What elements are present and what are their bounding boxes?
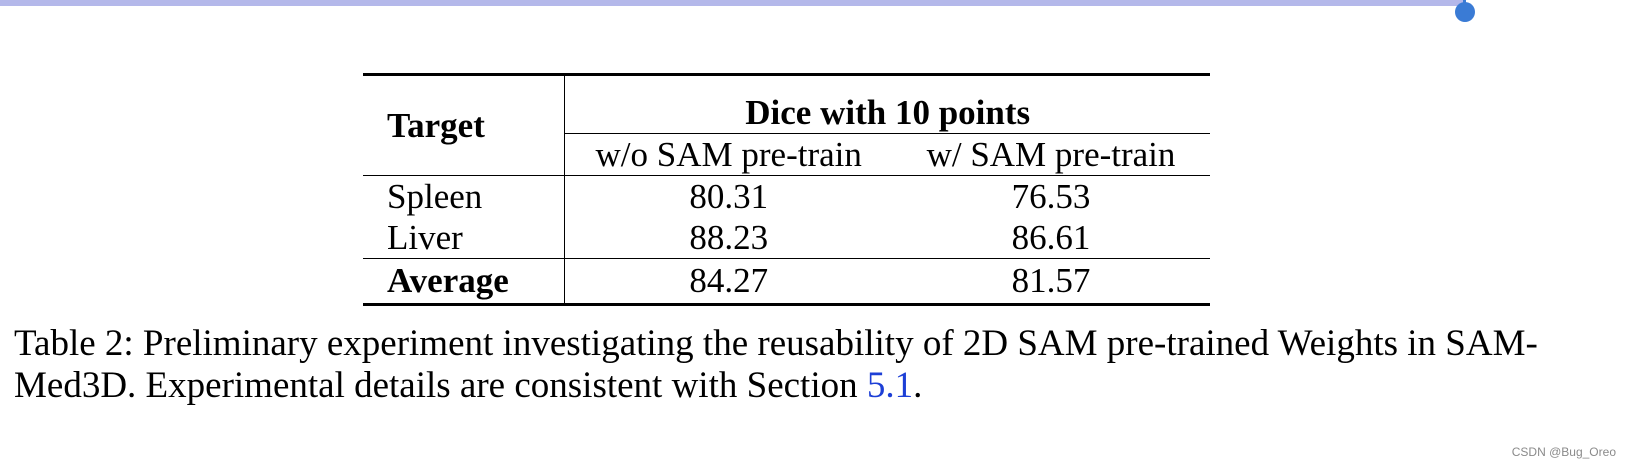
table-header-row: Target Dice with 10 points — [363, 74, 1210, 176]
column-header-without-sam: w/o SAM pre-train — [595, 134, 862, 174]
cell-value: 88.23 — [689, 217, 769, 257]
dice-group-header: Dice with 10 points — [564, 74, 1210, 134]
section-link[interactable]: 5.1 — [866, 365, 914, 406]
cell-value: 86.61 — [1011, 217, 1091, 257]
table-row: Liver 88.23 86.61 — [363, 217, 1210, 259]
cell-value: 76.53 — [1011, 176, 1091, 216]
selection-handle[interactable] — [1455, 2, 1475, 22]
caption-end: . — [913, 365, 923, 406]
text-selection-highlight[interactable] — [0, 0, 1465, 6]
average-value: 84.27 — [689, 261, 769, 300]
cell-value: 80.31 — [689, 176, 769, 216]
column-header-with-sam: w/ SAM pre-train — [926, 134, 1176, 174]
average-label: Average — [363, 258, 566, 305]
table-average-row: Average 84.27 81.57 — [363, 258, 1210, 305]
average-value: 81.57 — [1011, 261, 1091, 300]
caption-text: Table 2: Preliminary experiment investig… — [14, 323, 1538, 406]
table-row: Spleen 80.31 76.53 — [363, 175, 1210, 217]
table-subheader-row: w/o SAM pre-train w/ SAM pre-train — [363, 134, 1210, 176]
results-table: Target Dice with 10 points w/o SAM pre-t… — [363, 73, 1210, 306]
table-caption: Table 2: Preliminary experiment investig… — [14, 323, 1594, 407]
watermark: CSDN @Bug_Oreo — [1511, 445, 1616, 459]
target-header: Target — [363, 74, 566, 176]
row-target-label: Spleen — [363, 175, 566, 217]
row-target-label: Liver — [363, 217, 566, 259]
